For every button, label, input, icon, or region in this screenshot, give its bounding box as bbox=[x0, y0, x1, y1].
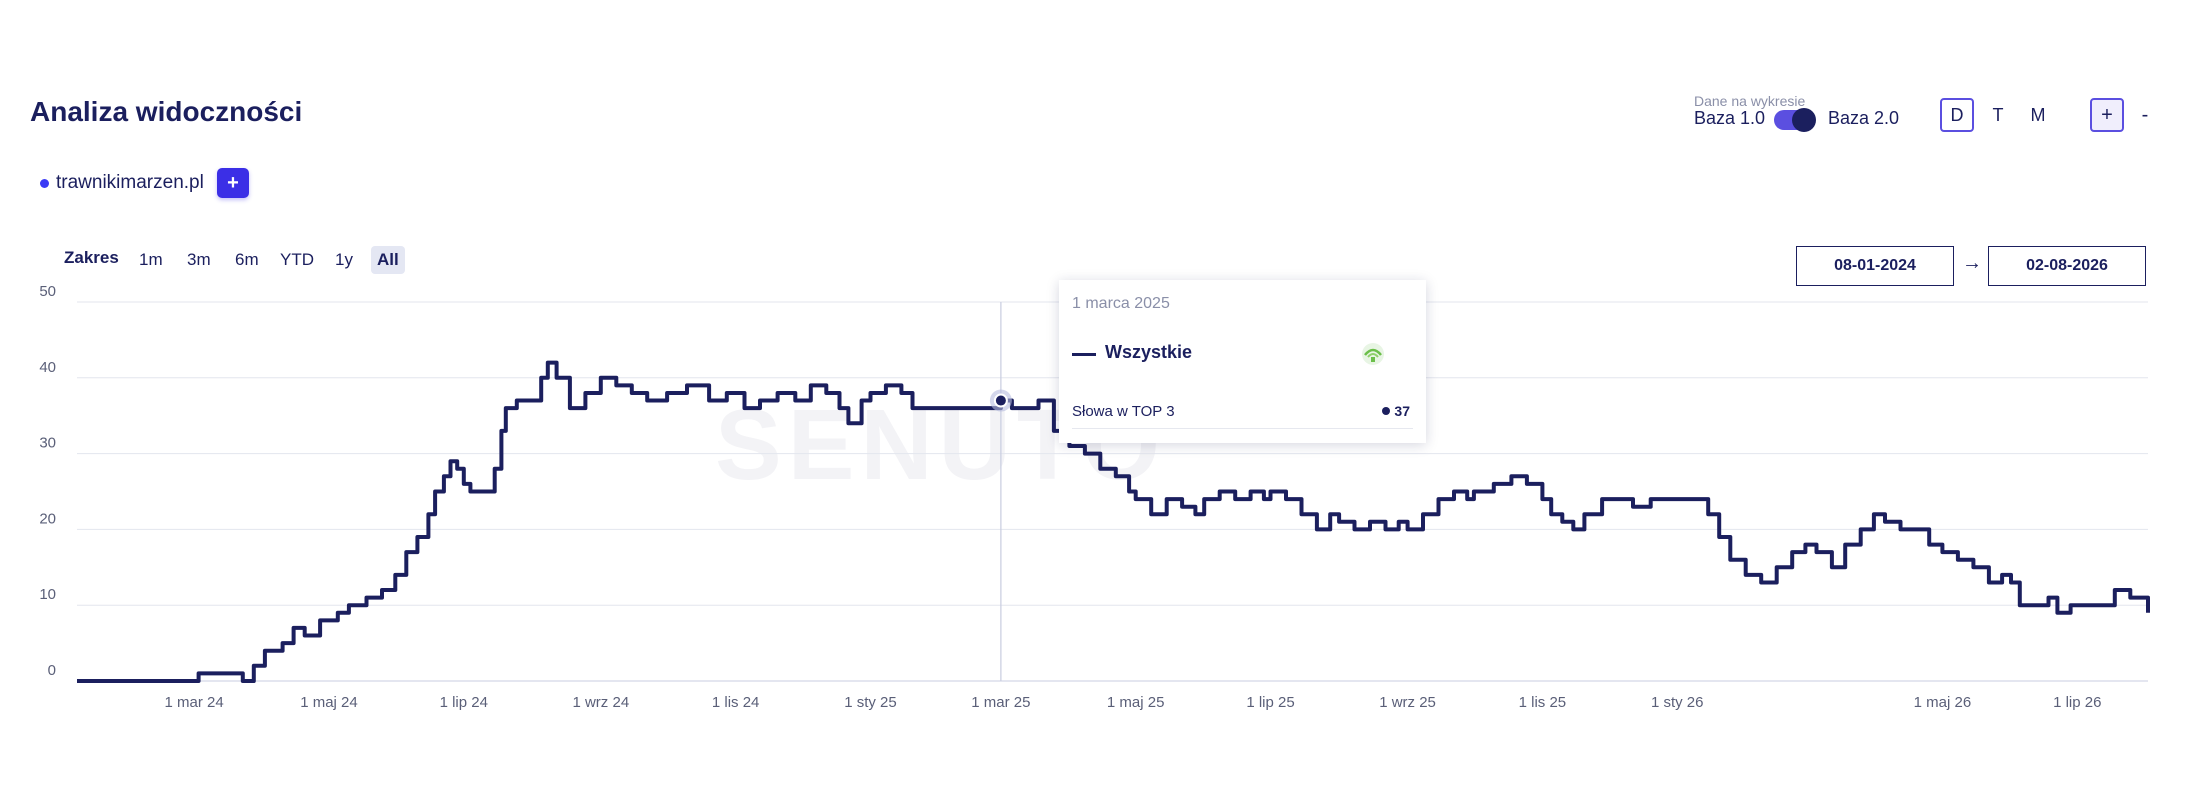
tooltip-divider bbox=[1072, 428, 1413, 429]
x-tick-label: 1 maj 24 bbox=[300, 694, 358, 711]
domain-label: trawnikimarzen.pl bbox=[56, 172, 204, 193]
x-tick-label: 1 mar 25 bbox=[971, 694, 1030, 711]
tooltip-metric-label: Słowa w TOP 3 bbox=[1072, 403, 1175, 420]
x-tick-label: 1 maj 26 bbox=[1914, 694, 1972, 711]
range-ytd-button[interactable]: YTD bbox=[280, 250, 314, 269]
period-week-button[interactable]: T bbox=[1992, 104, 2004, 125]
x-tick-label: 1 lip 25 bbox=[1246, 694, 1294, 711]
highlight-marker bbox=[993, 393, 1008, 408]
chart-tooltip: 1 marca 2025 Wszystkie Słowa w TOP 3 37 bbox=[1059, 280, 1426, 443]
range-1y-button[interactable]: 1y bbox=[335, 250, 353, 269]
x-tick-label: 1 wrz 24 bbox=[572, 694, 629, 711]
y-tick-label: 50 bbox=[39, 283, 56, 300]
domain-logo-icon bbox=[1362, 343, 1384, 365]
range-3m-button[interactable]: 3m bbox=[187, 250, 211, 269]
end-date-field[interactable]: 02-08-2026 bbox=[1988, 246, 2146, 286]
tooltip-series-name: Wszystkie bbox=[1105, 342, 1193, 362]
range-1m-button[interactable]: 1m bbox=[139, 250, 163, 269]
zoom-in-button[interactable]: + bbox=[2090, 98, 2124, 132]
y-tick-label: 0 bbox=[48, 662, 56, 679]
x-tick-label: 1 lip 24 bbox=[440, 694, 488, 711]
x-tick-label: 1 lis 25 bbox=[1519, 694, 1567, 711]
tooltip-series-line-icon bbox=[1072, 353, 1096, 356]
period-day-button[interactable]: D bbox=[1940, 98, 1974, 132]
y-tick-label: 10 bbox=[39, 586, 56, 603]
y-tick-label: 30 bbox=[39, 435, 56, 452]
tooltip-value-text: 37 bbox=[1394, 403, 1410, 419]
data-source-toggle[interactable] bbox=[1774, 108, 1816, 132]
domain-color-dot bbox=[40, 178, 49, 188]
x-tick-label: 1 wrz 25 bbox=[1379, 694, 1436, 711]
baza-1-label: Baza 1.0 bbox=[1694, 108, 1766, 128]
date-range-arrow: → bbox=[1962, 252, 1982, 274]
x-tick-label: 1 sty 26 bbox=[1651, 694, 1704, 711]
range-label: Zakres bbox=[64, 248, 119, 267]
range-all-button[interactable]: All bbox=[371, 246, 405, 274]
tooltip-date: 1 marca 2025 bbox=[1072, 295, 1170, 312]
tooltip-value: 37 bbox=[1382, 403, 1410, 419]
y-tick-label: 40 bbox=[39, 359, 56, 376]
x-tick-label: 1 mar 24 bbox=[165, 694, 224, 711]
range-6m-button[interactable]: 6m bbox=[235, 250, 259, 269]
data-source-caption: Dane na wykresie bbox=[1694, 93, 1806, 109]
toggle-knob bbox=[1792, 108, 1816, 132]
add-domain-button[interactable]: + bbox=[217, 168, 249, 198]
tooltip-value-dot bbox=[1382, 407, 1391, 415]
period-month-button[interactable]: M bbox=[2030, 104, 2046, 125]
zoom-out-button[interactable]: - bbox=[2141, 103, 2149, 126]
x-tick-label: 1 maj 25 bbox=[1107, 694, 1165, 711]
domain-legend-item[interactable]: trawnikimarzen.pl bbox=[40, 172, 204, 194]
start-date-field[interactable]: 08-01-2024 bbox=[1796, 246, 1954, 286]
series-line-wszystkie bbox=[77, 360, 2150, 683]
baza-2-label: Baza 2.0 bbox=[1828, 108, 1900, 128]
x-tick-label: 1 lip 26 bbox=[2053, 694, 2101, 711]
x-tick-label: 1 sty 25 bbox=[844, 694, 897, 711]
y-tick-label: 20 bbox=[39, 510, 56, 527]
page-title: Analiza widoczności bbox=[30, 96, 303, 127]
x-tick-label: 1 lis 24 bbox=[712, 694, 760, 711]
